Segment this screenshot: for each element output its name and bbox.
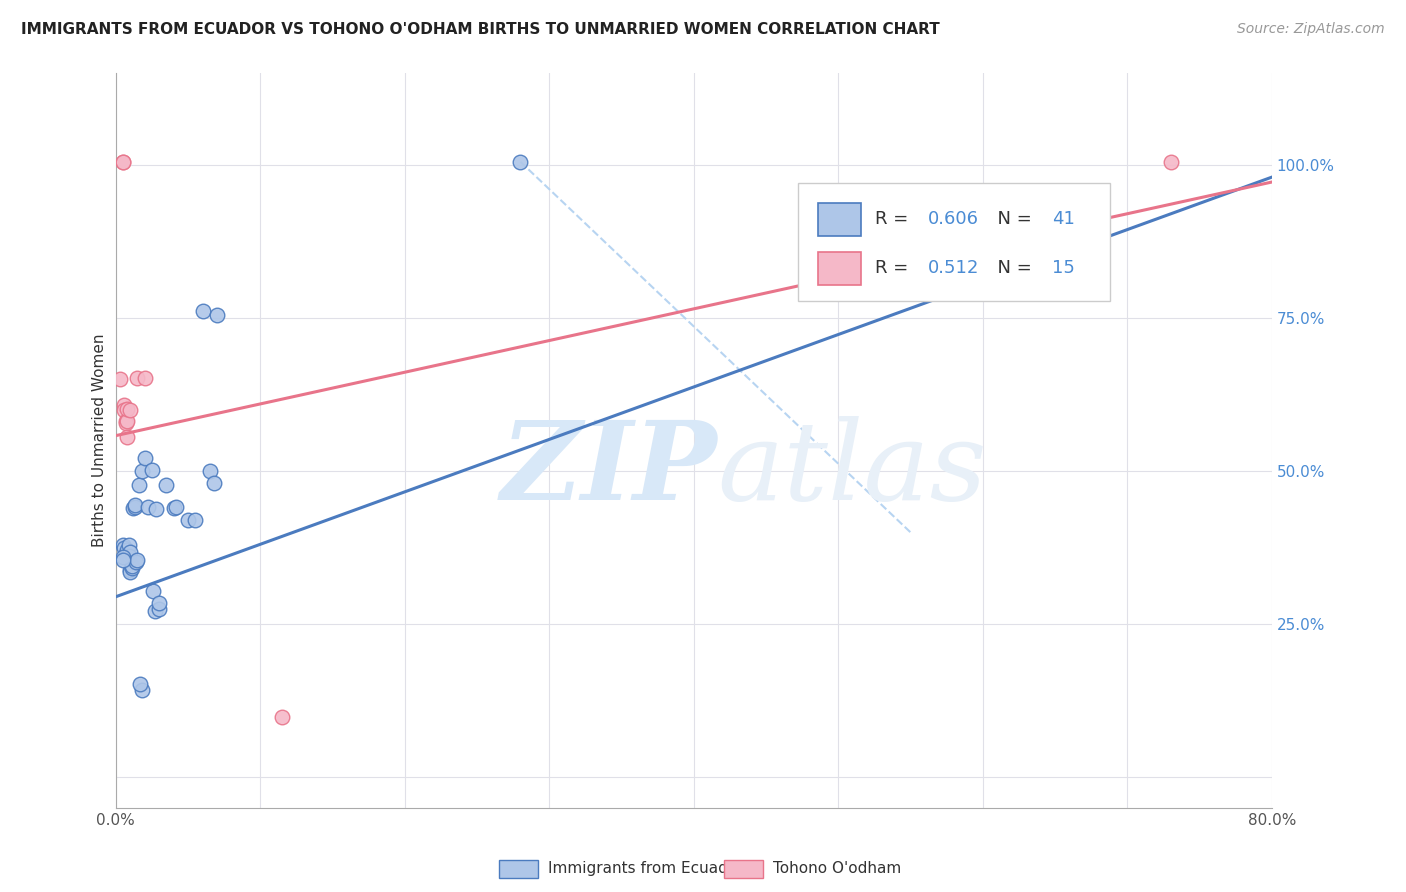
Point xyxy=(112,538,135,552)
Text: 41: 41 xyxy=(1052,211,1076,228)
FancyBboxPatch shape xyxy=(797,183,1111,301)
Text: atlas: atlas xyxy=(717,417,987,524)
Point xyxy=(155,477,177,491)
Point xyxy=(134,371,156,385)
Point xyxy=(124,500,146,514)
Text: Tohono O'odham: Tohono O'odham xyxy=(773,862,901,876)
Text: ZIP: ZIP xyxy=(501,417,717,524)
Point xyxy=(184,513,207,527)
Text: Source: ZipAtlas.com: Source: ZipAtlas.com xyxy=(1237,22,1385,37)
Text: 15: 15 xyxy=(1052,259,1076,277)
Point xyxy=(120,563,142,577)
Point xyxy=(145,502,167,516)
Point xyxy=(136,500,159,514)
Point xyxy=(121,561,143,575)
Point xyxy=(117,430,139,444)
Point xyxy=(202,476,225,491)
Text: Immigrants from Ecuador: Immigrants from Ecuador xyxy=(548,862,744,876)
Y-axis label: Births to Unmarried Women: Births to Unmarried Women xyxy=(93,334,107,548)
Point xyxy=(271,710,294,724)
Point xyxy=(124,498,146,512)
Point xyxy=(112,553,135,567)
Point xyxy=(141,463,163,477)
Point xyxy=(120,545,142,559)
Point xyxy=(122,500,145,515)
Point xyxy=(177,513,200,527)
Point xyxy=(108,372,131,386)
Point xyxy=(148,596,170,610)
Point xyxy=(114,398,136,412)
Point xyxy=(131,464,153,478)
Point xyxy=(148,602,170,616)
Point xyxy=(134,450,156,465)
Text: N =: N = xyxy=(987,211,1038,228)
Point xyxy=(121,559,143,574)
Point xyxy=(1160,154,1182,169)
Point xyxy=(117,549,139,564)
Point xyxy=(125,555,148,569)
Point xyxy=(117,542,139,557)
Point xyxy=(117,401,139,416)
Point xyxy=(114,403,136,417)
Point xyxy=(112,549,135,564)
Point xyxy=(509,154,531,169)
Point xyxy=(117,414,139,428)
Point xyxy=(127,553,149,567)
Text: 0.512: 0.512 xyxy=(928,259,979,277)
Point xyxy=(127,371,149,385)
Point xyxy=(118,549,141,563)
Point xyxy=(129,677,152,691)
Text: IMMIGRANTS FROM ECUADOR VS TOHONO O'ODHAM BIRTHS TO UNMARRIED WOMEN CORRELATION : IMMIGRANTS FROM ECUADOR VS TOHONO O'ODHA… xyxy=(21,22,939,37)
Point xyxy=(162,500,184,515)
Point xyxy=(205,308,228,322)
Point xyxy=(166,500,188,514)
Text: R =: R = xyxy=(876,211,914,228)
Point xyxy=(191,303,214,318)
FancyBboxPatch shape xyxy=(817,203,862,236)
Point xyxy=(128,477,150,491)
Point xyxy=(198,464,221,478)
Point xyxy=(112,154,135,169)
Point xyxy=(114,541,136,555)
Text: 0.606: 0.606 xyxy=(928,211,979,228)
Point xyxy=(115,547,138,561)
Point xyxy=(115,414,138,428)
Point xyxy=(120,566,142,580)
Point xyxy=(118,538,141,552)
Point xyxy=(115,417,138,431)
Point xyxy=(112,154,135,169)
Text: R =: R = xyxy=(876,259,914,277)
Point xyxy=(143,604,166,618)
Point xyxy=(120,403,142,417)
Point xyxy=(131,683,153,698)
Text: N =: N = xyxy=(987,259,1038,277)
FancyBboxPatch shape xyxy=(817,252,862,285)
Point xyxy=(142,583,165,598)
